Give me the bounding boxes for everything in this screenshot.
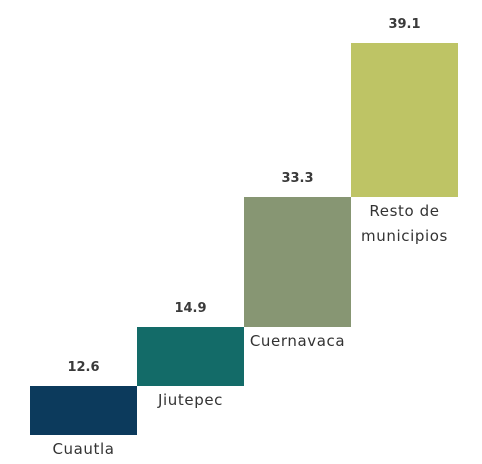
value-label: 14.9 [174,301,207,317]
category-label: Jiutepec [157,390,223,409]
category-label: Cuernavaca [249,332,346,351]
bar [244,196,351,328]
bar [351,43,458,197]
value-label: 12.6 [67,359,100,375]
category-label: Cuautla [52,440,115,458]
bar [30,385,137,435]
value-label: 39.1 [388,17,421,33]
bar [137,327,244,386]
category-label: Resto de municipios [361,201,448,245]
value-label: 33.3 [281,170,314,186]
